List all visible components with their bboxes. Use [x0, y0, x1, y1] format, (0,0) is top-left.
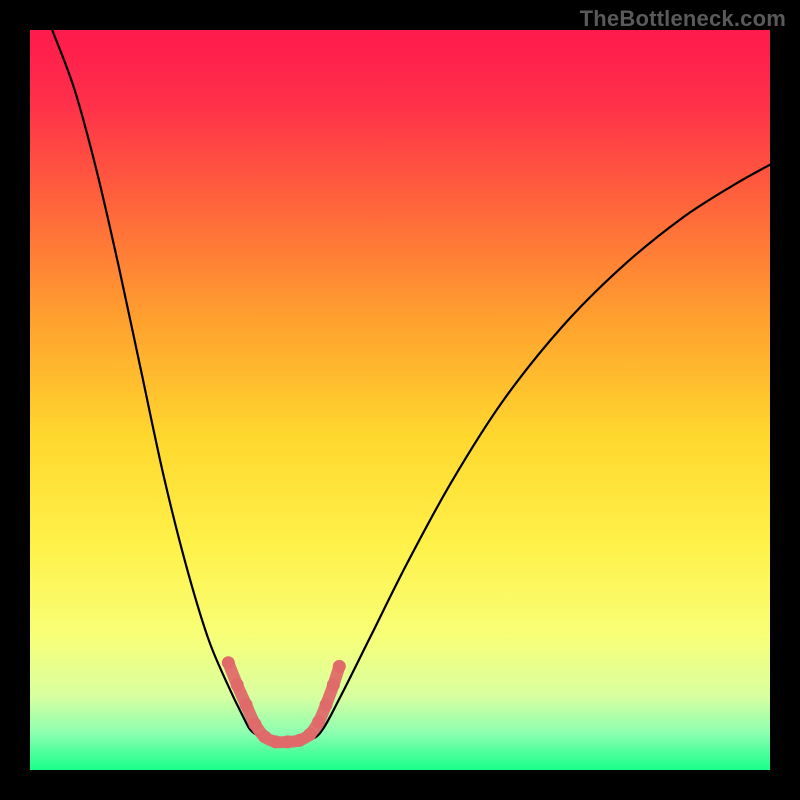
bottleneck-chart	[0, 0, 800, 800]
outer-frame: TheBottleneck.com	[0, 0, 800, 800]
watermark-text: TheBottleneck.com	[580, 6, 786, 32]
gradient-background	[30, 30, 770, 770]
